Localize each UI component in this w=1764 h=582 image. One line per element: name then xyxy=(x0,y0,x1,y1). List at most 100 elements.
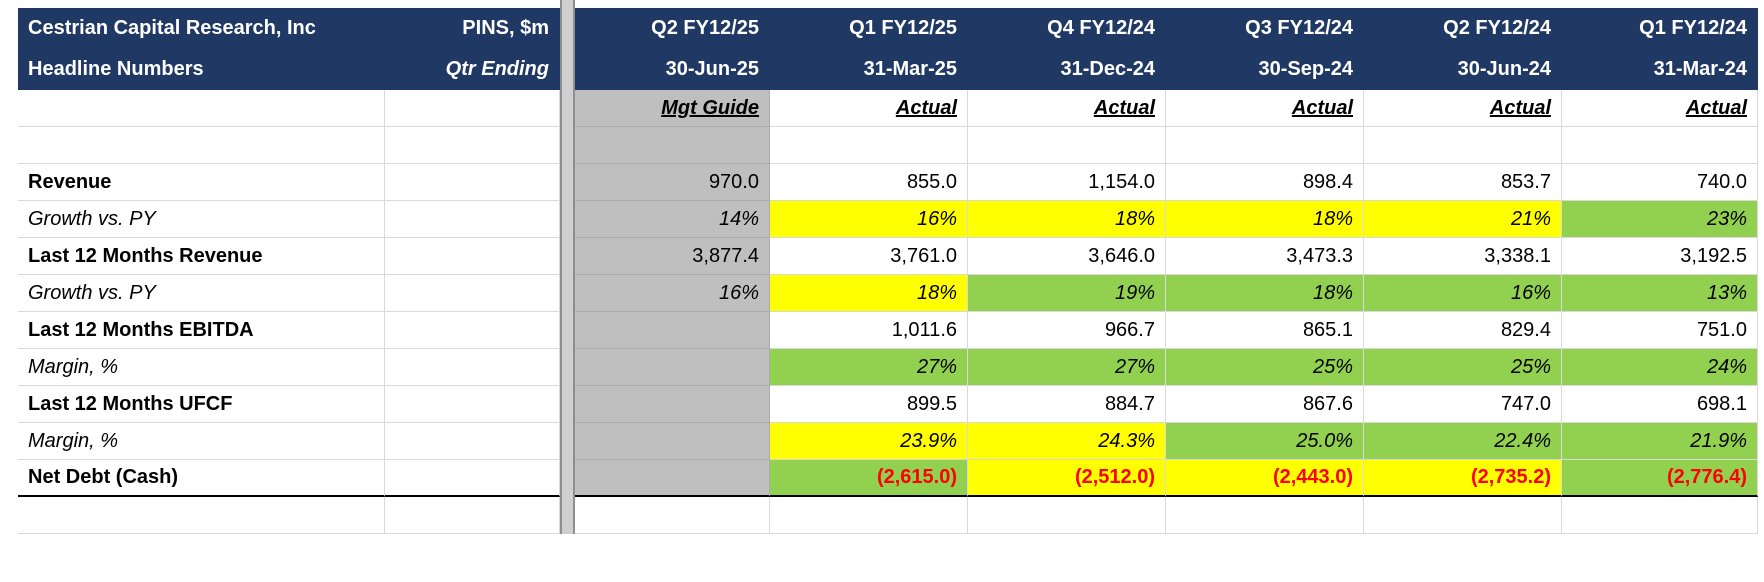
value-cell[interactable]: 966.7 xyxy=(968,312,1166,349)
value-cell[interactable]: 698.1 xyxy=(1562,386,1758,423)
value-cell[interactable] xyxy=(575,460,770,497)
blank-cell[interactable] xyxy=(18,497,385,534)
value-cell[interactable] xyxy=(575,349,770,386)
value-cell[interactable]: 3,646.0 xyxy=(968,238,1166,275)
value-cell[interactable]: (2,443.0) xyxy=(1166,460,1364,497)
value-cell[interactable]: 1,011.6 xyxy=(770,312,968,349)
blank-cell[interactable] xyxy=(18,90,385,127)
value-cell[interactable]: 25.0% xyxy=(1166,423,1364,460)
blank-cell[interactable] xyxy=(1364,127,1562,164)
value-cell[interactable]: 21% xyxy=(1364,201,1562,238)
col-type-cell[interactable]: Actual xyxy=(1166,90,1364,127)
value-cell[interactable]: 18% xyxy=(1166,275,1364,312)
value-cell[interactable]: 1,154.0 xyxy=(968,164,1166,201)
value-cell[interactable]: 21.9% xyxy=(1562,423,1758,460)
value-cell[interactable]: 970.0 xyxy=(575,164,770,201)
blank-cell[interactable] xyxy=(770,497,968,534)
value-cell[interactable]: 24% xyxy=(1562,349,1758,386)
value-cell[interactable]: 899.5 xyxy=(770,386,968,423)
value-cell[interactable]: 3,473.3 xyxy=(1166,238,1364,275)
value-cell[interactable]: 740.0 xyxy=(1562,164,1758,201)
date-header-cell[interactable]: 30-Jun-24 xyxy=(1364,49,1562,90)
value-cell[interactable]: 27% xyxy=(770,349,968,386)
value-cell[interactable]: 27% xyxy=(968,349,1166,386)
value-cell[interactable]: 25% xyxy=(1364,349,1562,386)
blank-cell[interactable] xyxy=(385,460,560,497)
value-cell[interactable]: 22.4% xyxy=(1364,423,1562,460)
subtitle-cell[interactable]: Headline Numbers xyxy=(18,49,385,90)
value-cell[interactable] xyxy=(575,312,770,349)
value-cell[interactable]: 3,877.4 xyxy=(575,238,770,275)
row-label-cell[interactable]: Margin, % xyxy=(18,349,385,386)
row-label-cell[interactable]: Last 12 Months UFCF xyxy=(18,386,385,423)
value-cell[interactable]: 855.0 xyxy=(770,164,968,201)
quarter-header-cell[interactable]: Q4 FY12/24 xyxy=(968,8,1166,49)
row-label-cell[interactable]: Revenue xyxy=(18,164,385,201)
quarter-header-cell[interactable]: Q2 FY12/25 xyxy=(575,8,770,49)
value-cell[interactable] xyxy=(575,386,770,423)
blank-cell[interactable] xyxy=(385,275,560,312)
value-cell[interactable]: 3,192.5 xyxy=(1562,238,1758,275)
value-cell[interactable]: (2,512.0) xyxy=(968,460,1166,497)
frozen-pane-divider[interactable] xyxy=(560,0,575,534)
blank-cell[interactable] xyxy=(1562,127,1758,164)
blank-cell[interactable] xyxy=(385,423,560,460)
value-cell[interactable]: 747.0 xyxy=(1364,386,1562,423)
blank-cell[interactable] xyxy=(385,349,560,386)
blank-cell[interactable] xyxy=(770,127,968,164)
blank-cell[interactable] xyxy=(968,497,1166,534)
blank-cell[interactable] xyxy=(385,497,560,534)
blank-cell[interactable] xyxy=(385,312,560,349)
value-cell[interactable]: 14% xyxy=(575,201,770,238)
value-cell[interactable]: 19% xyxy=(968,275,1166,312)
col-type-cell[interactable]: Mgt Guide xyxy=(575,90,770,127)
row-label-cell[interactable]: Margin, % xyxy=(18,423,385,460)
date-header-cell[interactable]: 31-Dec-24 xyxy=(968,49,1166,90)
value-cell[interactable]: 25% xyxy=(1166,349,1364,386)
blank-cell[interactable] xyxy=(575,497,770,534)
value-cell[interactable]: (2,776.4) xyxy=(1562,460,1758,497)
quarter-header-cell[interactable]: Q3 FY12/24 xyxy=(1166,8,1364,49)
value-cell[interactable]: 3,761.0 xyxy=(770,238,968,275)
value-cell[interactable] xyxy=(575,423,770,460)
blank-cell[interactable] xyxy=(385,238,560,275)
row-label-cell[interactable]: Growth vs. PY xyxy=(18,201,385,238)
value-cell[interactable]: 16% xyxy=(1364,275,1562,312)
date-header-cell[interactable]: 30-Sep-24 xyxy=(1166,49,1364,90)
col-type-cell[interactable]: Actual xyxy=(968,90,1166,127)
value-cell[interactable]: 829.4 xyxy=(1364,312,1562,349)
date-header-cell[interactable]: 31-Mar-25 xyxy=(770,49,968,90)
company-name-cell[interactable]: Cestrian Capital Research, Inc xyxy=(18,8,385,49)
value-cell[interactable]: (2,735.2) xyxy=(1364,460,1562,497)
date-header-cell[interactable]: 31-Mar-24 xyxy=(1562,49,1758,90)
value-cell[interactable]: 23.9% xyxy=(770,423,968,460)
quarter-header-cell[interactable]: Q1 FY12/25 xyxy=(770,8,968,49)
blank-cell[interactable] xyxy=(385,164,560,201)
value-cell[interactable]: 16% xyxy=(575,275,770,312)
value-cell[interactable]: 18% xyxy=(770,275,968,312)
value-cell[interactable]: 13% xyxy=(1562,275,1758,312)
blank-cell[interactable] xyxy=(385,90,560,127)
value-cell[interactable]: 751.0 xyxy=(1562,312,1758,349)
row-label-cell[interactable]: Net Debt (Cash) xyxy=(18,460,385,497)
quarter-header-cell[interactable]: Q1 FY12/24 xyxy=(1562,8,1758,49)
blank-cell[interactable] xyxy=(1364,497,1562,534)
blank-cell[interactable] xyxy=(1166,497,1364,534)
col-type-cell[interactable]: Actual xyxy=(1562,90,1758,127)
col-type-cell[interactable]: Actual xyxy=(1364,90,1562,127)
value-cell[interactable]: 16% xyxy=(770,201,968,238)
value-cell[interactable]: 884.7 xyxy=(968,386,1166,423)
blank-cell[interactable] xyxy=(1562,497,1758,534)
value-cell[interactable]: 18% xyxy=(968,201,1166,238)
value-cell[interactable]: 23% xyxy=(1562,201,1758,238)
blank-cell[interactable] xyxy=(385,386,560,423)
qtr-ending-label-cell[interactable]: Qtr Ending xyxy=(385,49,560,90)
blank-cell[interactable] xyxy=(385,201,560,238)
quarter-header-cell[interactable]: Q2 FY12/24 xyxy=(1364,8,1562,49)
value-cell[interactable]: 898.4 xyxy=(1166,164,1364,201)
value-cell[interactable]: 3,338.1 xyxy=(1364,238,1562,275)
value-cell[interactable]: 18% xyxy=(1166,201,1364,238)
blank-cell[interactable] xyxy=(18,127,385,164)
row-label-cell[interactable]: Last 12 Months Revenue xyxy=(18,238,385,275)
row-label-cell[interactable]: Last 12 Months EBITDA xyxy=(18,312,385,349)
